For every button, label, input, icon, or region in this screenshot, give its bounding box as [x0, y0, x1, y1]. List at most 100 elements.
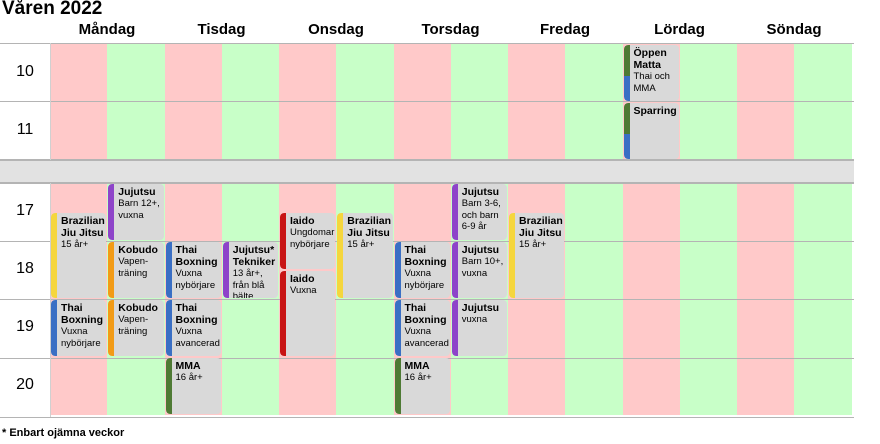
day-stripe	[737, 44, 795, 160]
event-title: Jujutsu	[118, 186, 156, 198]
event-bjj-mandag[interactable]: Brazilian Jiu Jitsu 15 år+	[51, 213, 107, 298]
event-title: Iaido	[290, 215, 315, 227]
grid-line	[50, 43, 51, 417]
grid-line	[0, 43, 854, 44]
event-iaido-2[interactable]: Iaido Vuxna	[280, 271, 336, 356]
hour-label: 20	[16, 376, 34, 393]
day-header: Torsdag	[421, 21, 480, 38]
event-subtitle: Vuxna nybörjare	[404, 268, 445, 291]
event-subtitle: Barn 3-6, och barn 6-9 år	[461, 198, 501, 232]
event-sparring[interactable]: Sparring	[623, 103, 679, 159]
category-color-bar	[623, 103, 630, 159]
event-subtitle: Thai och MMA	[633, 71, 670, 94]
category-color-bar	[165, 358, 172, 414]
event-iaido-1[interactable]: Iaido Ungdomar nybörjare	[280, 213, 336, 269]
event-title: Thai Boxning	[175, 302, 218, 326]
event-subtitle: 15 år+	[519, 239, 547, 250]
event-subtitle: Ungdomar nybörjare	[290, 227, 335, 250]
category-color-bar	[451, 300, 458, 356]
event-jujutsu-tisdag[interactable]: Jujutsu* Tekniker 13 år+, från blå bälte	[222, 242, 278, 298]
category-color-bar	[51, 213, 57, 298]
category-color-bar	[394, 300, 401, 356]
hour-label: 17	[16, 202, 34, 219]
event-kobudo-2[interactable]: Kobudo Vapen-träning	[108, 300, 164, 356]
event-kobudo-1[interactable]: Kobudo Vapen-träning	[108, 242, 164, 298]
event-thai-mandag[interactable]: Thai Boxning Vuxna nybörjare	[51, 300, 107, 356]
event-title: Iaido	[290, 273, 315, 285]
day-header: Fredag	[539, 21, 590, 38]
event-bjj-onsdag[interactable]: Brazilian Jiu Jitsu 15 år+	[337, 213, 393, 298]
event-title: Brazilian Jiu Jitsu	[519, 215, 563, 239]
day-stripe	[679, 44, 738, 160]
event-title: Jujutsu* Tekniker	[232, 244, 276, 268]
category-color-bar	[509, 213, 515, 298]
day-stripe	[50, 44, 108, 160]
category-color-bar	[108, 184, 115, 240]
category-color-bar	[280, 213, 286, 269]
event-subtitle: 16 år+	[404, 372, 432, 383]
event-subtitle: Vuxna avancerad	[175, 326, 220, 349]
day-header: Onsdag	[308, 21, 364, 38]
day-stripe	[565, 44, 623, 160]
event-mma-tisdag[interactable]: MMA 16 år+	[165, 358, 221, 414]
event-jujutsu-torsdag-1[interactable]: Jujutsu Barn 3-6, och barn 6-9 år	[451, 184, 507, 240]
category-color-bar	[108, 300, 115, 356]
event-jujutsu-torsdag-2[interactable]: Jujutsu Barn 10+, vuxna	[451, 242, 507, 298]
event-subtitle: Vuxna avancerad	[404, 326, 449, 349]
day-stripe	[393, 44, 452, 160]
event-thai-tisdag-1[interactable]: Thai Boxning Vuxna nybörjare	[165, 242, 221, 298]
event-title: Thai Boxning	[61, 302, 103, 326]
event-subtitle: Barn 12+, vuxna	[118, 198, 160, 221]
event-bjj-fredag[interactable]: Brazilian Jiu Jitsu 15 år+	[509, 213, 565, 298]
footnote: * Enbart ojämna veckor	[2, 427, 125, 439]
day-header: Tisdag	[197, 21, 246, 38]
page-title: Våren 2022	[2, 0, 103, 19]
grid-line	[0, 241, 854, 242]
event-title: Kobudo	[118, 302, 158, 314]
day-stripe	[508, 44, 566, 160]
grid-line	[0, 101, 854, 102]
event-subtitle: Vapen-träning	[118, 256, 149, 279]
event-title: Brazilian Jiu Jitsu	[61, 215, 105, 239]
category-color-bar	[451, 242, 458, 298]
category-color-bar	[222, 242, 229, 298]
hour-label: 11	[16, 121, 34, 138]
event-subtitle: 13 år+, från blå bälte	[232, 268, 265, 298]
event-title: Kobudo	[118, 244, 158, 256]
event-title: Sparring	[633, 105, 677, 117]
event-title: Jujutsu	[461, 186, 500, 198]
event-title: MMA	[175, 360, 201, 372]
event-oppen-matta[interactable]: Öppen Matta Thai och MMA	[623, 45, 679, 101]
event-subtitle: Vapen-träning	[118, 314, 149, 337]
grid-line	[0, 183, 854, 184]
event-title: Thai Boxning	[404, 302, 447, 326]
hour-label: 19	[16, 318, 34, 335]
event-jujutsu-torsdag-3[interactable]: Jujutsu vuxna	[451, 300, 507, 356]
event-title: Brazilian Jiu Jitsu	[347, 215, 392, 239]
event-mma-torsdag[interactable]: MMA 16 år+	[394, 358, 450, 414]
day-header: Måndag	[78, 21, 136, 38]
day-stripe	[164, 44, 223, 160]
category-color-bar	[394, 242, 401, 298]
grid-line	[0, 159, 854, 160]
day-stripe	[279, 44, 337, 160]
day-stripe	[107, 44, 165, 160]
grid-line	[0, 417, 854, 418]
day-stripe	[794, 44, 852, 160]
category-color-bar	[623, 45, 630, 101]
event-subtitle: Vuxna nybörjare	[61, 326, 101, 349]
event-subtitle: Vuxna	[290, 285, 317, 296]
category-color-bar	[451, 184, 458, 240]
event-subtitle: 15 år+	[347, 239, 375, 250]
day-header: Söndag	[766, 21, 822, 38]
day-stripe	[336, 44, 394, 160]
category-color-bar	[165, 300, 172, 356]
time-gap-divider	[0, 160, 854, 183]
event-jujutsu-mandag[interactable]: Jujutsu Barn 12+, vuxna	[108, 184, 164, 240]
event-thai-torsdag-1[interactable]: Thai Boxning Vuxna nybörjare	[394, 242, 450, 298]
event-title: Öppen Matta	[633, 47, 667, 71]
event-subtitle: vuxna	[461, 314, 488, 325]
event-title: Thai Boxning	[404, 244, 447, 268]
event-thai-torsdag-2[interactable]: Thai Boxning Vuxna avancerad	[394, 300, 450, 356]
event-thai-tisdag-2[interactable]: Thai Boxning Vuxna avancerad	[165, 300, 221, 356]
